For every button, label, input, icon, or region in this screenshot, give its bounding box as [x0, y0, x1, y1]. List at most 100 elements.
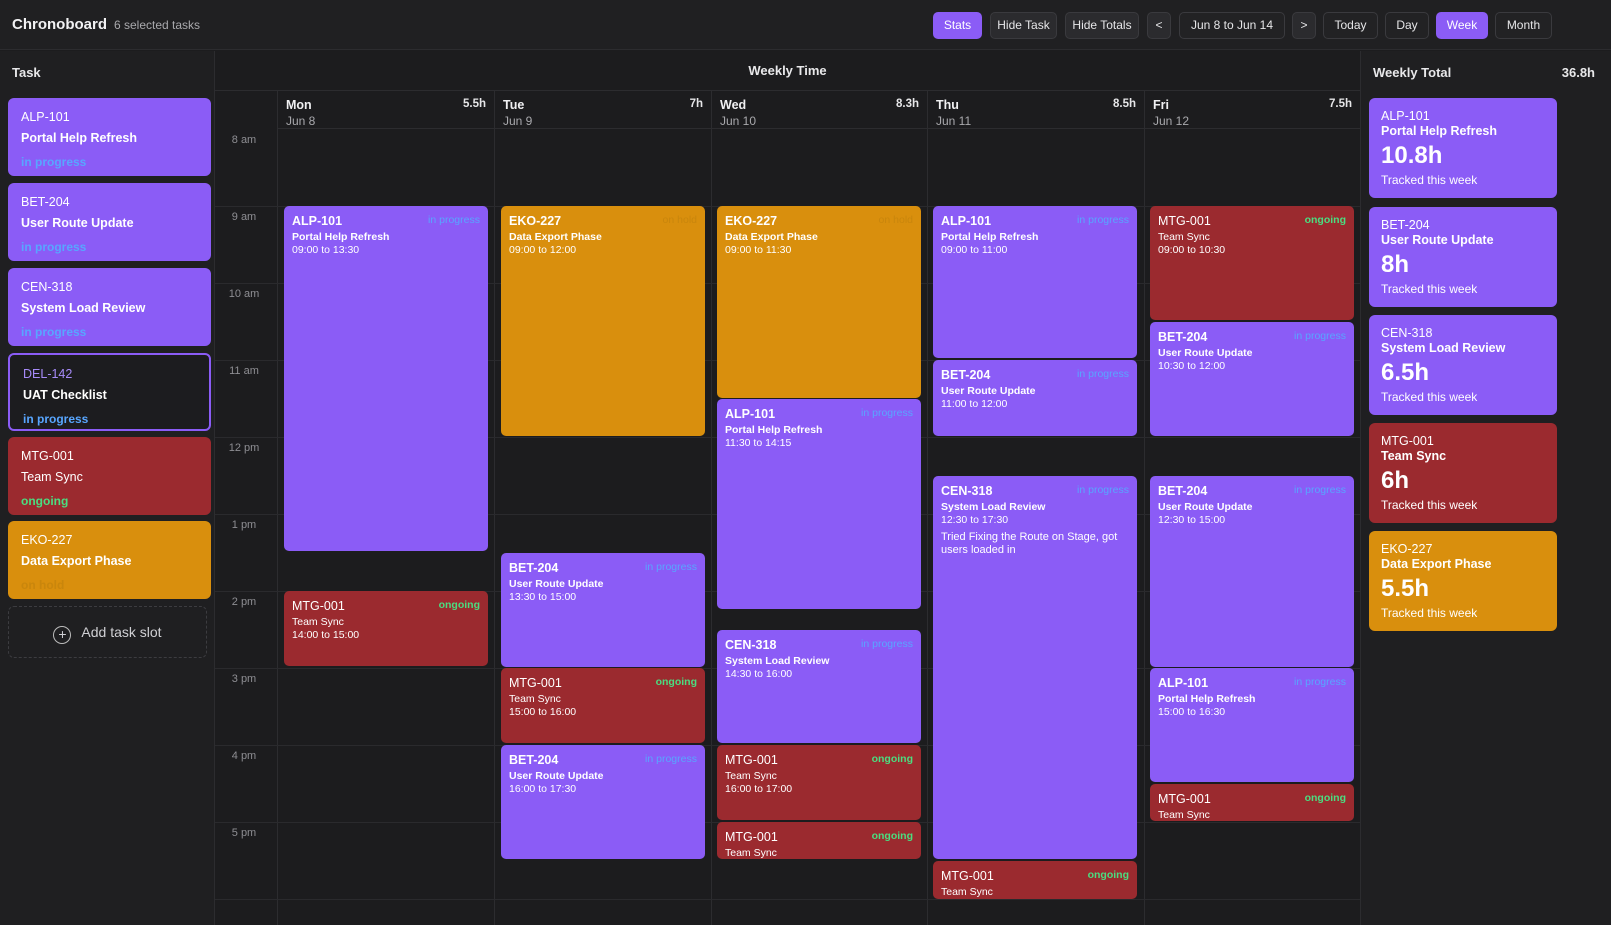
day-header-tue: Tue Jun 9 7h [494, 91, 711, 129]
entry-time: 13:30 to 15:00 [509, 591, 577, 603]
add-task-slot-label: Add task slot [81, 624, 162, 640]
entry-name: User Route Update [509, 770, 604, 782]
total-hours: 6.5h [1381, 359, 1430, 386]
time-entry[interactable]: ALP-101 Portal Help Refresh 09:00 to 13:… [284, 206, 488, 551]
time-entry[interactable]: ALP-101 Portal Help Refresh 09:00 to 11:… [933, 206, 1137, 358]
task-status: in progress [21, 240, 87, 254]
entry-code: BET-204 [1158, 330, 1208, 344]
add-task-slot-button[interactable]: + Add task slot [8, 606, 207, 658]
total-card: MTG-001 Team Sync 6h Tracked this week [1369, 423, 1557, 523]
day-header-thu: Thu Jun 11 8.5h [927, 91, 1144, 129]
time-entry[interactable]: EKO-227 Data Export Phase 09:00 to 11:30… [717, 206, 921, 398]
time-entry[interactable]: MTG-001 Team Sync ongoing [1150, 784, 1354, 821]
entry-code: CEN-318 [725, 638, 777, 652]
hour-label: 1 pm [231, 519, 257, 531]
total-name: Portal Help Refresh [1381, 124, 1498, 138]
entry-code: CEN-318 [941, 484, 993, 498]
selected-count: 6 selected tasks [114, 18, 201, 32]
task-card[interactable]: MTG-001 Team Sync ongoing [8, 437, 211, 515]
hour-label: 8 am [231, 134, 257, 146]
hour-label: 11 am [229, 365, 259, 377]
hour-label: 10 am [228, 288, 260, 300]
time-entry[interactable]: MTG-001 Team Sync 09:00 to 10:30 ongoing [1150, 206, 1354, 320]
time-entry[interactable]: MTG-001 Team Sync 15:00 to 16:00 ongoing [501, 668, 705, 743]
month-view-button[interactable]: Month [1495, 12, 1552, 39]
time-entry[interactable]: BET-204 User Route Update 13:30 to 15:00… [501, 553, 705, 667]
task-card[interactable]: CEN-318 System Load Review in progress [8, 268, 211, 346]
column-divider [1144, 129, 1145, 925]
total-name: Team Sync [1381, 449, 1447, 463]
total-code: EKO-227 [1381, 542, 1433, 556]
column-divider [277, 91, 278, 925]
entry-time: 09:00 to 11:00 [941, 244, 1008, 256]
day-view-button[interactable]: Day [1385, 12, 1429, 39]
hide-task-button[interactable]: Hide Task [990, 12, 1057, 39]
total-code: BET-204 [1381, 218, 1430, 232]
entry-time: 12:30 to 17:30 [941, 514, 1009, 526]
entry-time: 16:00 to 17:00 [725, 783, 793, 795]
entry-name: Data Export Phase [509, 231, 602, 243]
total-hours: 8h [1381, 251, 1410, 278]
time-entry[interactable]: BET-204 User Route Update 10:30 to 12:00… [1150, 322, 1354, 436]
entry-code: MTG-001 [725, 753, 778, 767]
time-entry[interactable]: EKO-227 Data Export Phase 09:00 to 12:00… [501, 206, 705, 436]
task-card-selected[interactable]: DEL-142 UAT Checklist in progress [8, 353, 211, 431]
entry-code: ALP-101 [1158, 676, 1209, 690]
time-entry[interactable]: BET-204 User Route Update 12:30 to 15:00… [1150, 476, 1354, 667]
entry-name: User Route Update [941, 385, 1036, 397]
prev-week-button[interactable]: < [1147, 12, 1171, 39]
week-view-button[interactable]: Week [1436, 12, 1488, 39]
task-status: in progress [21, 155, 87, 169]
entry-code: ALP-101 [941, 214, 992, 228]
day-date: Jun 12 [1153, 114, 1190, 128]
total-code: MTG-001 [1381, 434, 1434, 448]
time-entry[interactable]: MTG-001 Team Sync 16:00 to 17:00 ongoing [717, 745, 921, 820]
entry-time: 16:00 to 17:30 [509, 783, 577, 795]
entry-status: ongoing [871, 753, 913, 765]
total-sub: Tracked this week [1381, 173, 1478, 187]
day-total: 8.3h [895, 98, 919, 110]
entry-code: MTG-001 [725, 830, 778, 844]
time-entry[interactable]: ALP-101 Portal Help Refresh 11:30 to 14:… [717, 399, 921, 609]
calendar-title: Weekly Time [215, 51, 1360, 91]
entry-time: 15:00 to 16:00 [509, 706, 577, 718]
day-total: 8.5h [1112, 98, 1136, 110]
entry-time: 14:00 to 15:00 [292, 629, 360, 641]
stats-button[interactable]: Stats [933, 12, 982, 39]
total-hours: 10.8h [1381, 142, 1443, 169]
next-week-button[interactable]: > [1292, 12, 1316, 39]
time-entry[interactable]: BET-204 User Route Update 16:00 to 17:30… [501, 745, 705, 859]
total-sub: Tracked this week [1381, 498, 1478, 512]
entry-name: Portal Help Refresh [725, 424, 823, 436]
task-card[interactable]: BET-204 User Route Update in progress [8, 183, 211, 261]
today-button[interactable]: Today [1323, 12, 1378, 39]
total-name: System Load Review [1381, 341, 1506, 355]
totals-value: 36.8h [1561, 65, 1595, 80]
time-entry[interactable]: CEN-318 System Load Review 14:30 to 16:0… [717, 630, 921, 743]
entry-code: ALP-101 [292, 214, 343, 228]
column-divider [927, 129, 928, 925]
entry-code: MTG-001 [292, 599, 345, 613]
hide-totals-button[interactable]: Hide Totals [1065, 12, 1139, 39]
time-entry[interactable]: BET-204 User Route Update 11:00 to 12:00… [933, 360, 1137, 436]
hour-line [215, 899, 1360, 900]
time-entry[interactable]: CEN-318 System Load Review 12:30 to 17:3… [933, 476, 1137, 859]
task-code: EKO-227 [21, 533, 73, 547]
task-code: BET-204 [21, 195, 70, 209]
entry-time: 14:30 to 16:00 [725, 668, 793, 680]
task-card[interactable]: ALP-101 Portal Help Refresh in progress [8, 98, 211, 176]
entry-name: User Route Update [1158, 347, 1253, 359]
time-entry[interactable]: MTG-001 Team Sync 14:00 to 15:00 ongoing [284, 591, 488, 666]
task-card[interactable]: EKO-227 Data Export Phase on hold [8, 521, 211, 599]
entry-code: MTG-001 [1158, 214, 1211, 228]
entry-status: in progress [1294, 676, 1346, 688]
day-date: Jun 11 [936, 114, 972, 128]
time-entry[interactable]: MTG-001 Team Sync ongoing [933, 861, 1137, 899]
task-column-title: Task [12, 65, 41, 80]
total-sub: Tracked this week [1381, 606, 1478, 620]
time-entry[interactable]: MTG-001 Team Sync ongoing [717, 822, 921, 859]
task-column: Task ALP-101 Portal Help Refresh in prog… [0, 51, 215, 925]
time-entry[interactable]: ALP-101 Portal Help Refresh 15:00 to 16:… [1150, 668, 1354, 782]
top-bar: Chronoboard 6 selected tasks Stats Hide … [0, 0, 1611, 50]
entry-code: MTG-001 [941, 869, 994, 883]
